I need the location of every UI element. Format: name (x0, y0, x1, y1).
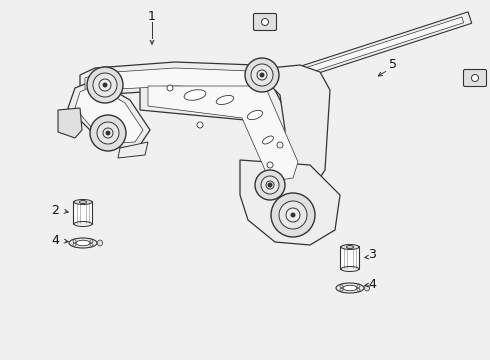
Circle shape (103, 128, 113, 138)
Circle shape (257, 70, 267, 80)
Circle shape (105, 130, 111, 135)
Ellipse shape (336, 283, 364, 293)
Ellipse shape (184, 90, 206, 100)
Polygon shape (8, 30, 490, 340)
Circle shape (73, 240, 76, 243)
Circle shape (279, 201, 307, 229)
Circle shape (245, 58, 279, 92)
Circle shape (167, 85, 173, 91)
Circle shape (102, 82, 107, 87)
Ellipse shape (343, 285, 357, 291)
Circle shape (260, 72, 265, 77)
Ellipse shape (263, 136, 273, 144)
Circle shape (286, 208, 300, 222)
Circle shape (251, 64, 273, 86)
FancyBboxPatch shape (253, 13, 276, 31)
Circle shape (357, 288, 360, 291)
Circle shape (267, 162, 273, 168)
Polygon shape (68, 80, 150, 148)
Circle shape (261, 176, 279, 194)
Polygon shape (80, 62, 275, 100)
Circle shape (268, 183, 272, 188)
FancyBboxPatch shape (74, 202, 93, 225)
Circle shape (255, 170, 285, 200)
Ellipse shape (247, 111, 263, 120)
FancyBboxPatch shape (464, 69, 487, 86)
Polygon shape (58, 108, 82, 138)
Circle shape (97, 122, 119, 144)
Polygon shape (8, 30, 490, 340)
Circle shape (291, 212, 295, 217)
Ellipse shape (69, 238, 97, 248)
Circle shape (90, 115, 126, 151)
Circle shape (266, 181, 274, 189)
Circle shape (262, 18, 269, 26)
Polygon shape (240, 160, 340, 245)
Circle shape (277, 142, 283, 148)
Ellipse shape (79, 201, 87, 203)
Text: 4: 4 (368, 278, 376, 291)
Text: 4: 4 (51, 234, 59, 247)
Circle shape (271, 193, 315, 237)
Circle shape (340, 288, 343, 291)
Circle shape (90, 243, 93, 246)
Ellipse shape (98, 240, 102, 246)
Ellipse shape (216, 95, 234, 104)
Circle shape (471, 75, 479, 81)
Text: 5: 5 (389, 58, 397, 71)
Polygon shape (276, 17, 464, 83)
Ellipse shape (341, 244, 359, 249)
Text: 3: 3 (368, 248, 376, 261)
Circle shape (93, 73, 117, 97)
Circle shape (73, 243, 76, 246)
Polygon shape (269, 12, 472, 88)
Circle shape (340, 285, 343, 288)
Polygon shape (148, 86, 298, 180)
Circle shape (87, 67, 123, 103)
Circle shape (99, 79, 111, 91)
Polygon shape (85, 68, 265, 96)
Ellipse shape (346, 246, 354, 248)
Circle shape (357, 285, 360, 288)
Ellipse shape (74, 221, 92, 226)
Text: 2: 2 (51, 203, 59, 216)
Circle shape (90, 240, 93, 243)
Polygon shape (265, 65, 330, 190)
Ellipse shape (341, 266, 359, 271)
Polygon shape (118, 142, 148, 158)
FancyBboxPatch shape (341, 247, 360, 270)
Polygon shape (140, 80, 310, 185)
Text: 1: 1 (148, 9, 156, 22)
Ellipse shape (365, 285, 369, 291)
Circle shape (197, 122, 203, 128)
Ellipse shape (74, 199, 92, 204)
Polygon shape (75, 85, 143, 143)
Ellipse shape (76, 240, 90, 246)
